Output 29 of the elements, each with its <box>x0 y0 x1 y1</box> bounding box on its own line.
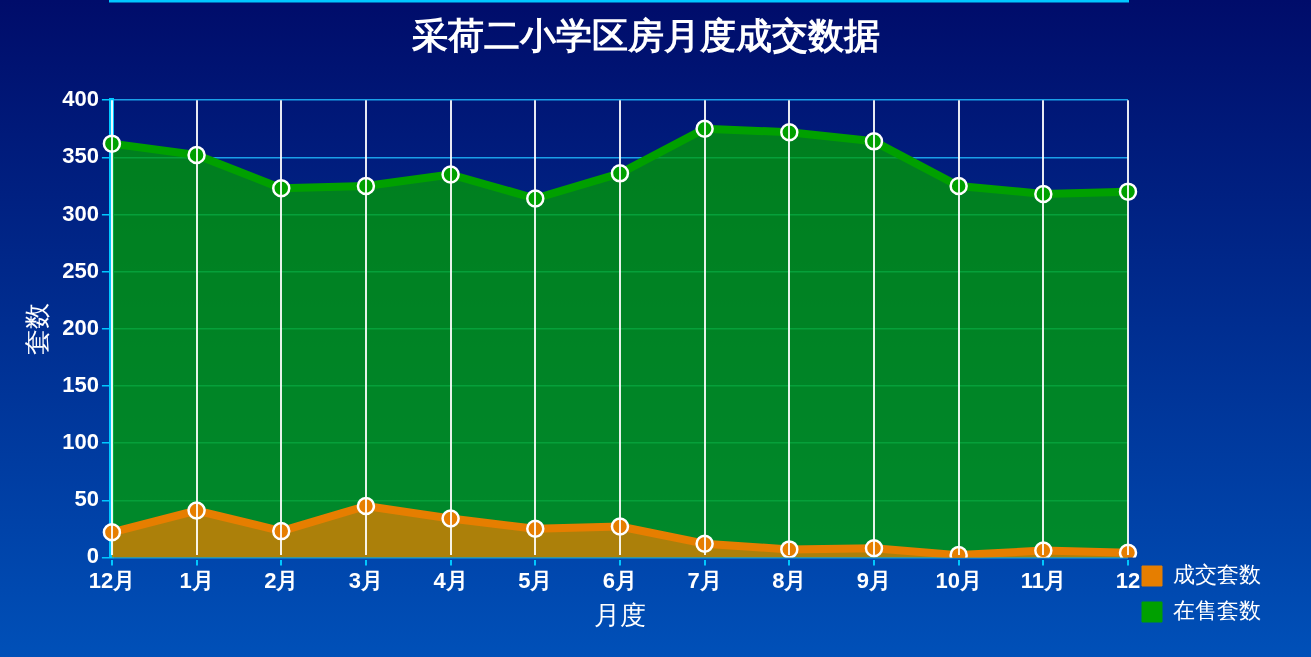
x-tick-label: 3月 <box>348 567 384 593</box>
y-tick-label: 0 <box>86 543 99 569</box>
y-tick-label: 300 <box>62 200 99 226</box>
x-tick-label: 12 <box>1115 567 1141 593</box>
x-axis-title: 月度 <box>593 600 646 631</box>
x-tick-label: 8月 <box>772 567 807 593</box>
x-tick-label: 9月 <box>856 567 892 593</box>
x-tick-label: 7月 <box>687 567 722 593</box>
y-axis-title: 套数 <box>22 302 53 355</box>
y-tick-label: 200 <box>62 314 99 340</box>
x-tick-label: 2月 <box>264 567 299 593</box>
y-tick-label: 350 <box>62 143 99 169</box>
legend-label: 在售套数 <box>1173 597 1261 623</box>
point <box>780 540 799 558</box>
y-tick-label: 400 <box>62 86 99 112</box>
x-tick-label: 10月 <box>935 567 982 593</box>
x-tick-label: 11月 <box>1020 567 1066 593</box>
y-tick-label: 100 <box>62 429 99 455</box>
y-tick-label: 250 <box>62 257 99 283</box>
legend-label: 成交套数 <box>1173 561 1261 587</box>
y-tick-label: 150 <box>62 372 99 398</box>
x-tick-label: 4月 <box>433 567 468 593</box>
x-tick-label: 1月 <box>179 567 214 593</box>
x-tick-label: 6月 <box>602 567 638 593</box>
chart-title: 采荷二小学区房月度成交数据 <box>410 14 880 56</box>
x-tick-label: 12月 <box>88 567 136 593</box>
x-tick-label: 5月 <box>518 567 553 593</box>
point <box>1034 541 1053 558</box>
y-tick-label: 50 <box>74 486 99 512</box>
